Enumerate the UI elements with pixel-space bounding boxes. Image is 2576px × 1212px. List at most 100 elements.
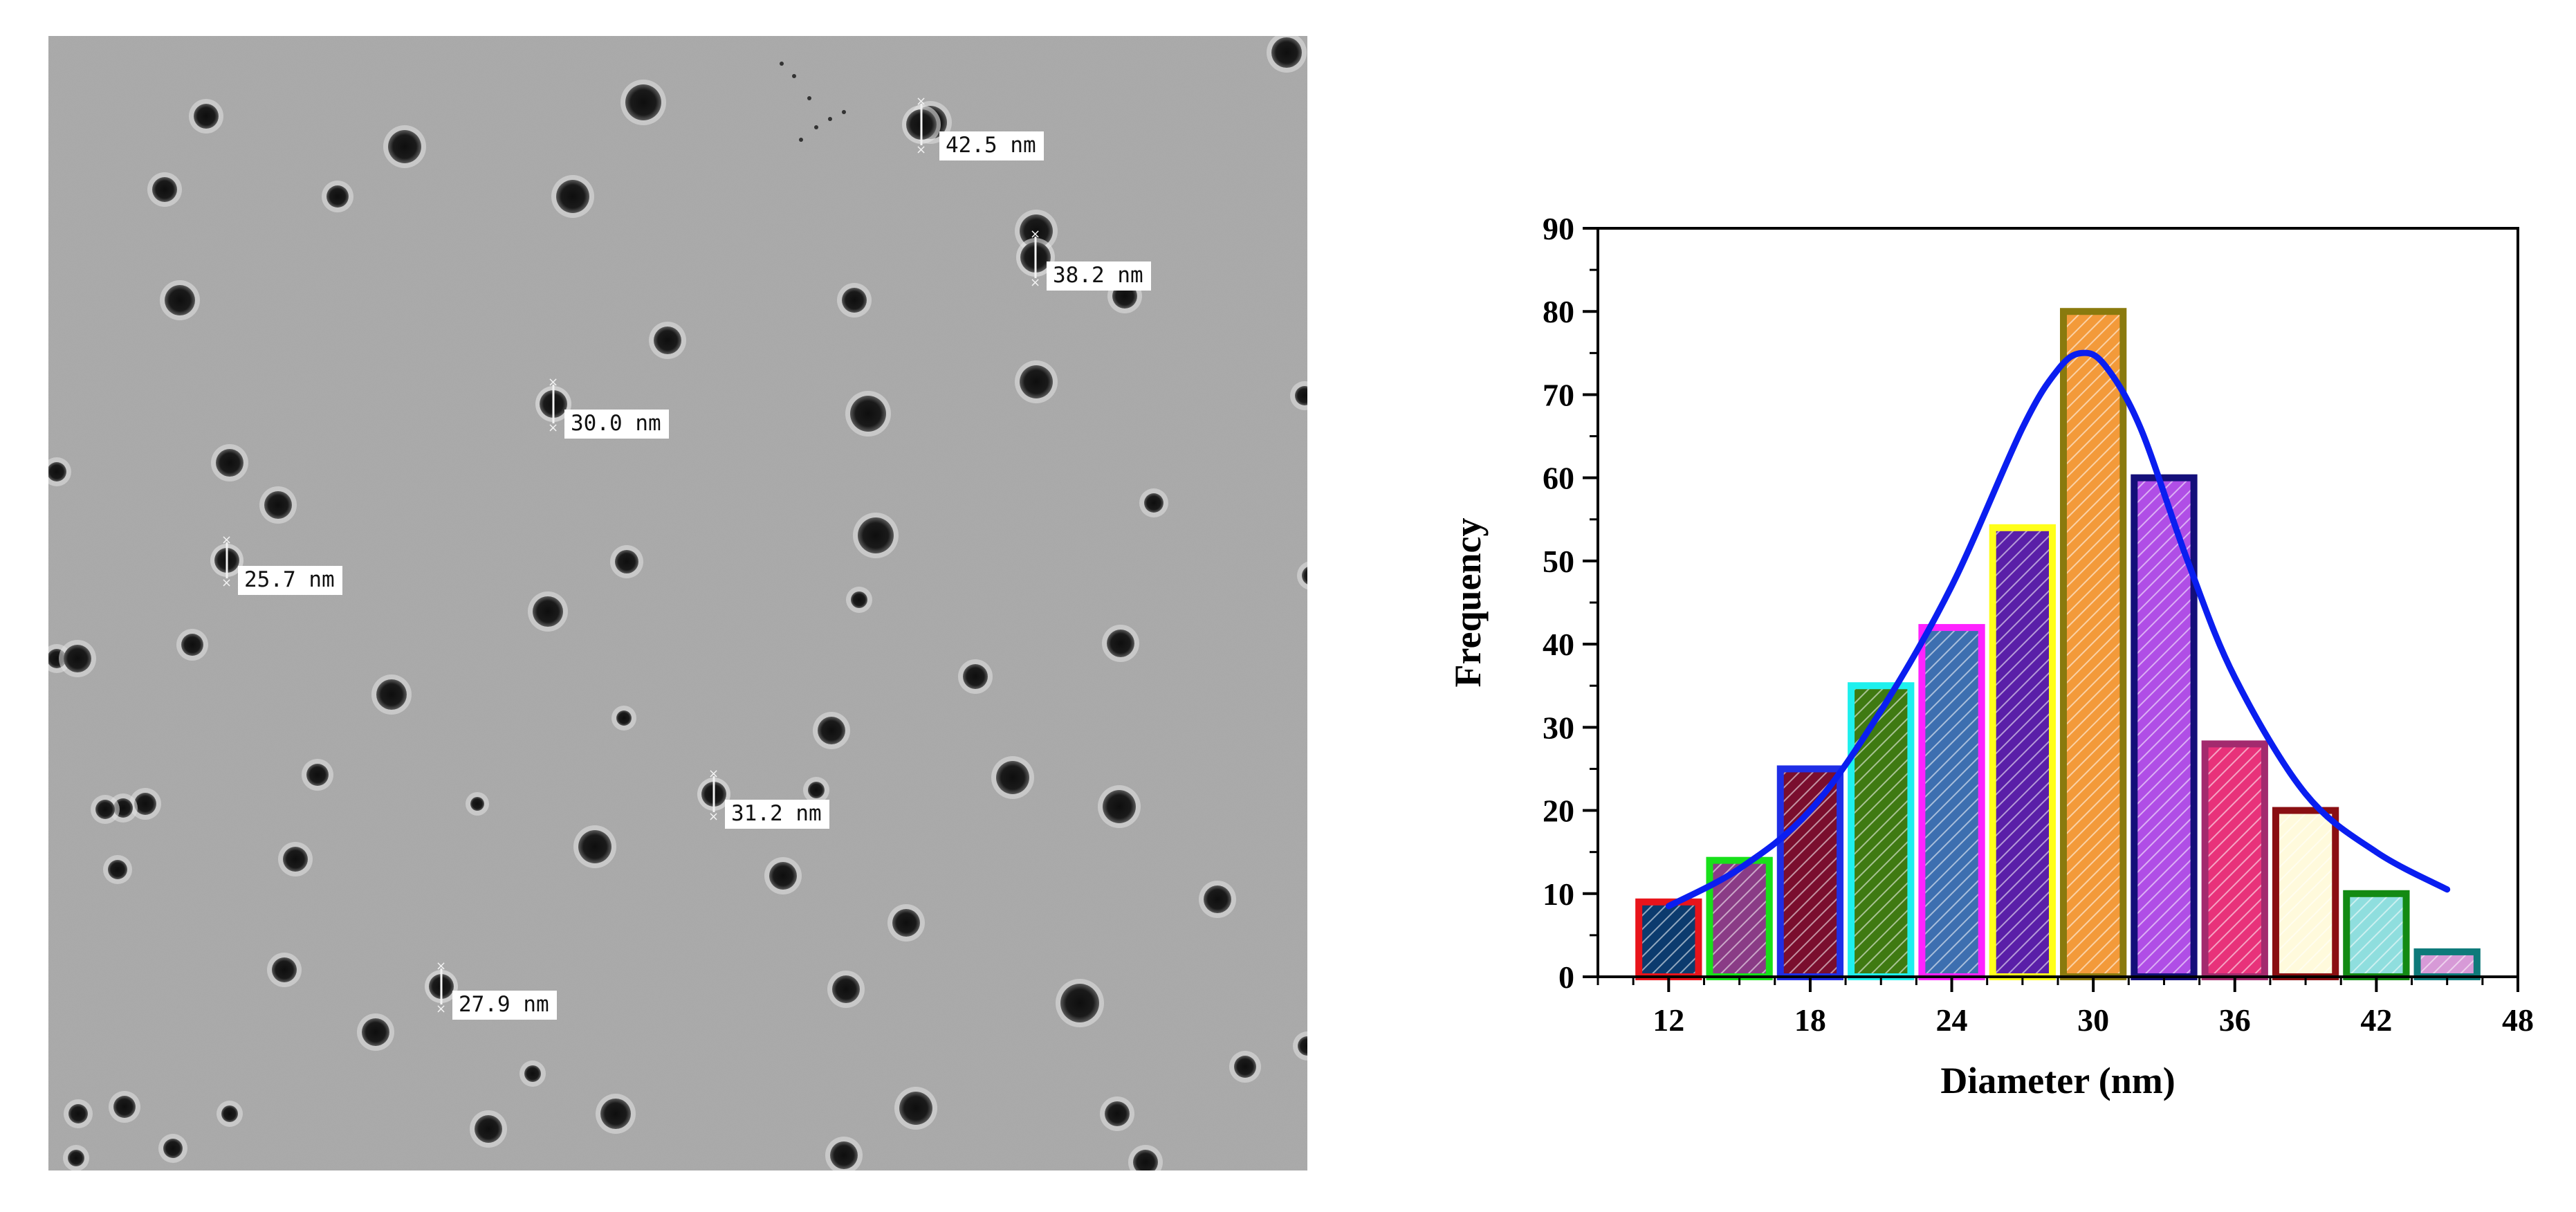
x-tick-label: 42 [2360, 1002, 2392, 1038]
scale-label: 31.2 nm [731, 801, 822, 826]
svg-text:×: × [916, 94, 926, 109]
size-distribution-histogram: 0 10 20 30 40 50 60 70 80 90 12 18 24 30 36 42 48 Diame… [1439, 173, 2559, 1141]
nanoparticle [963, 664, 988, 689]
y-tick-label: 80 [1543, 294, 1574, 329]
nanoparticle [1295, 386, 1307, 405]
nanoparticle [152, 177, 177, 202]
x-tick-label: 18 [1794, 1002, 1826, 1038]
measurement-markers: × × 42.5 nm × × 38.2 nm × × 30.0 nm × × 25.7 nm × × 31… [210, 94, 1151, 1020]
tem-micrograph: × × 42.5 nm × × 38.2 nm × × 30.0 nm × × 25.7 nm × × 31… [48, 36, 1307, 1170]
nanoparticle [842, 288, 867, 313]
y-tick-label: 20 [1543, 793, 1574, 829]
histogram-bar [1848, 682, 1915, 980]
svg-text:×: × [221, 576, 232, 590]
nanoparticle [1234, 1056, 1256, 1078]
nanoparticle [283, 847, 308, 872]
y-tick-label: 70 [1543, 377, 1574, 412]
nanoparticle [1144, 493, 1163, 513]
micrograph-image: × × 42.5 nm × × 38.2 nm × × 30.0 nm × × 25.7 nm × × 31… [48, 36, 1307, 1170]
x-axis-title: Diameter (nm) [1940, 1060, 2175, 1101]
nanoparticle [533, 596, 563, 627]
histogram-bar [2343, 890, 2410, 981]
scale-label: 42.5 nm [946, 133, 1036, 158]
svg-text:×: × [916, 143, 926, 157]
y-tick-label: 40 [1543, 627, 1574, 662]
nanoparticle [376, 679, 407, 710]
nanoparticle [615, 550, 638, 573]
svg-text:×: × [708, 809, 719, 824]
y-tick-label: 0 [1558, 960, 1574, 995]
histogram-bar [2272, 807, 2339, 980]
nanoparticle [1298, 1036, 1307, 1056]
nanoparticle [600, 1099, 631, 1129]
nanoparticle [625, 84, 661, 120]
nanoparticle [1133, 1150, 1158, 1170]
nanoparticle [654, 327, 681, 354]
histogram-bar [2201, 740, 2268, 981]
svg-text:×: × [548, 421, 558, 435]
nanoparticle [1204, 885, 1231, 913]
x-tick-label: 36 [2219, 1002, 2251, 1038]
nanoparticle [134, 793, 156, 815]
nanoparticle [1105, 1101, 1130, 1126]
nanoparticle [578, 830, 611, 863]
scale-label: 27.9 nm [459, 992, 549, 1017]
histogram-bar [1635, 898, 1702, 981]
nanoparticle [221, 1105, 238, 1122]
nanoparticle [524, 1065, 541, 1082]
nanoparticle [1020, 365, 1053, 398]
nanoparticle [1020, 214, 1053, 248]
y-tick-label: 50 [1543, 544, 1574, 579]
nanoparticle [892, 909, 920, 937]
nanoparticle [1103, 790, 1136, 823]
x-tick-label: 30 [2077, 1002, 2109, 1038]
y-axis-title: Frequency [1447, 518, 1489, 688]
histogram-bar [2060, 308, 2127, 980]
nanoparticle [194, 104, 219, 129]
y-tick-label: 60 [1543, 461, 1574, 496]
nanoparticle [272, 957, 297, 982]
measurement-marker: × × 38.2 nm [1016, 227, 1151, 291]
nanoparticle [113, 1096, 136, 1118]
nanoparticle [1302, 567, 1307, 585]
y-tick-label: 30 [1543, 710, 1574, 745]
y-tick-label: 10 [1543, 876, 1574, 912]
histogram-bar [1776, 765, 1844, 980]
nanoparticle [818, 717, 845, 744]
svg-text:×: × [708, 766, 719, 781]
svg-text:×: × [436, 1002, 446, 1016]
nanoparticle [808, 782, 825, 798]
y-axis: 0 10 20 30 40 50 60 70 80 90 [1543, 211, 1598, 995]
histogram-bars [1635, 308, 2481, 981]
nanoparticle [64, 645, 91, 672]
nanoparticle [68, 1150, 84, 1166]
nanoparticle [851, 591, 867, 608]
histogram-bar [2413, 948, 2481, 981]
nanoparticle [388, 130, 421, 163]
measurement-marker: × × 31.2 nm [697, 766, 829, 829]
nanoparticle [306, 764, 329, 786]
nanoparticle [108, 860, 127, 879]
histogram-bar [1918, 624, 1985, 980]
x-tick-label: 12 [1653, 1002, 1684, 1038]
x-tick-label: 24 [1936, 1002, 1968, 1038]
svg-text:×: × [548, 375, 558, 389]
nanoparticle [470, 797, 484, 811]
nanoparticle [769, 862, 797, 890]
scale-label: 38.2 nm [1053, 263, 1143, 288]
nanoparticle [1060, 984, 1099, 1022]
y-tick-label: 90 [1543, 211, 1574, 246]
svg-text:×: × [1030, 275, 1040, 290]
nanoparticle [556, 180, 589, 213]
nanoparticle [181, 634, 203, 656]
nanoparticle [68, 1104, 88, 1123]
x-axis: 12 18 24 30 36 42 48 [1597, 977, 2534, 1038]
nanoparticle [475, 1115, 502, 1143]
nanoparticle [264, 491, 292, 519]
nanoparticle [899, 1092, 932, 1125]
fit-curve [1665, 349, 2451, 910]
nanoparticle [1271, 37, 1302, 68]
svg-text:×: × [221, 533, 232, 547]
nanoparticle [996, 761, 1029, 794]
measurement-marker: × × 25.7 nm [210, 533, 342, 595]
